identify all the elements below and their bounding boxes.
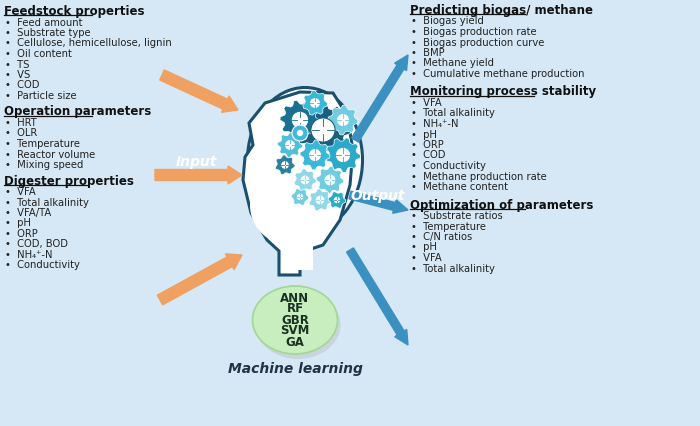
Circle shape bbox=[315, 195, 325, 205]
Circle shape bbox=[292, 125, 308, 141]
Text: •  Methane content: • Methane content bbox=[411, 182, 508, 192]
Text: •  VFA/TA: • VFA/TA bbox=[5, 208, 51, 218]
Text: •  Conductivity: • Conductivity bbox=[411, 161, 486, 171]
Polygon shape bbox=[291, 189, 309, 205]
Text: •  Particle size: • Particle size bbox=[5, 91, 76, 101]
Text: Input: Input bbox=[175, 155, 217, 169]
Ellipse shape bbox=[248, 87, 363, 233]
Text: •  Total alkalinity: • Total alkalinity bbox=[411, 264, 495, 273]
Bar bbox=[283, 235, 313, 270]
Circle shape bbox=[333, 196, 341, 204]
Text: •  NH₄⁺-N: • NH₄⁺-N bbox=[5, 250, 52, 260]
Circle shape bbox=[324, 174, 336, 186]
Text: •  VFA: • VFA bbox=[411, 98, 442, 108]
Text: Machine learning: Machine learning bbox=[228, 362, 363, 376]
FancyArrow shape bbox=[351, 55, 408, 142]
Text: •  VS: • VS bbox=[5, 70, 30, 80]
Text: •  Reactor volume: • Reactor volume bbox=[5, 150, 95, 159]
Text: Operation parameters: Operation parameters bbox=[4, 106, 151, 118]
Text: •  Feed amount: • Feed amount bbox=[5, 17, 83, 28]
Circle shape bbox=[309, 148, 321, 161]
Text: GBR: GBR bbox=[281, 314, 309, 326]
Text: •  Total alkalinity: • Total alkalinity bbox=[411, 109, 495, 118]
Text: •  Substrate ratios: • Substrate ratios bbox=[411, 211, 503, 221]
Text: •  Biogas yield: • Biogas yield bbox=[411, 17, 484, 26]
Text: •  Methane production rate: • Methane production rate bbox=[411, 172, 547, 181]
Text: GA: GA bbox=[286, 336, 304, 348]
Text: RF: RF bbox=[286, 302, 304, 316]
Text: •  pH: • pH bbox=[411, 130, 437, 139]
Text: •  Cellulose, hemicellulose, lignin: • Cellulose, hemicellulose, lignin bbox=[5, 38, 172, 49]
Polygon shape bbox=[277, 132, 302, 158]
Text: •  BMP: • BMP bbox=[411, 48, 444, 58]
Text: •  COD: • COD bbox=[5, 81, 39, 90]
Text: •  C/N ratios: • C/N ratios bbox=[411, 232, 472, 242]
Text: •  VFA: • VFA bbox=[411, 253, 442, 263]
Text: Feedstock properties: Feedstock properties bbox=[4, 5, 144, 18]
FancyArrow shape bbox=[349, 191, 408, 213]
FancyArrow shape bbox=[160, 70, 238, 112]
FancyArrow shape bbox=[155, 166, 242, 184]
Text: •  pH: • pH bbox=[411, 242, 437, 253]
Text: •  Substrate type: • Substrate type bbox=[5, 28, 90, 38]
Circle shape bbox=[291, 111, 309, 129]
Text: •  Mixing speed: • Mixing speed bbox=[5, 160, 83, 170]
Text: •  HRT: • HRT bbox=[5, 118, 36, 128]
Circle shape bbox=[309, 98, 321, 109]
Text: ANN: ANN bbox=[281, 291, 309, 305]
Polygon shape bbox=[294, 169, 316, 191]
Circle shape bbox=[284, 139, 295, 150]
Text: •  VFA: • VFA bbox=[5, 187, 36, 197]
Text: Optimization of parameters: Optimization of parameters bbox=[410, 199, 594, 211]
Circle shape bbox=[300, 175, 310, 185]
Circle shape bbox=[296, 193, 304, 201]
Ellipse shape bbox=[256, 291, 340, 359]
Polygon shape bbox=[328, 192, 346, 208]
Text: •  OLR: • OLR bbox=[5, 129, 37, 138]
Circle shape bbox=[281, 161, 289, 170]
FancyArrow shape bbox=[346, 248, 408, 345]
Text: •  Oil content: • Oil content bbox=[5, 49, 72, 59]
Circle shape bbox=[311, 118, 335, 142]
Text: •  NH₄⁺-N: • NH₄⁺-N bbox=[411, 119, 458, 129]
Text: •  Temperature: • Temperature bbox=[411, 222, 486, 231]
Text: •  COD: • COD bbox=[411, 150, 445, 161]
Text: •  Temperature: • Temperature bbox=[5, 139, 80, 149]
Text: •  Cumulative methane production: • Cumulative methane production bbox=[411, 69, 584, 79]
Text: •  Conductivity: • Conductivity bbox=[5, 261, 80, 271]
Polygon shape bbox=[309, 189, 331, 211]
Text: SVM: SVM bbox=[280, 325, 309, 337]
Ellipse shape bbox=[253, 286, 337, 354]
Text: •  pH: • pH bbox=[5, 219, 31, 228]
FancyArrow shape bbox=[158, 254, 242, 305]
Polygon shape bbox=[280, 100, 320, 140]
Text: Monitoring process stability: Monitoring process stability bbox=[410, 86, 596, 98]
Polygon shape bbox=[300, 140, 330, 170]
Polygon shape bbox=[326, 138, 360, 173]
Text: •  Total alkalinity: • Total alkalinity bbox=[5, 198, 89, 207]
Text: •  TS: • TS bbox=[5, 60, 29, 69]
Text: •  Methane yield: • Methane yield bbox=[411, 58, 494, 69]
Text: •  Biogas production rate: • Biogas production rate bbox=[411, 27, 537, 37]
Text: Digester properties: Digester properties bbox=[4, 175, 134, 187]
Text: •  ORP: • ORP bbox=[5, 229, 38, 239]
Polygon shape bbox=[328, 105, 358, 135]
Polygon shape bbox=[303, 90, 328, 115]
Text: Output: Output bbox=[351, 189, 405, 203]
Polygon shape bbox=[275, 155, 295, 175]
Circle shape bbox=[335, 147, 351, 163]
Text: Predicting biogas/ methane: Predicting biogas/ methane bbox=[410, 4, 593, 17]
Circle shape bbox=[337, 113, 349, 127]
Polygon shape bbox=[295, 103, 351, 158]
Ellipse shape bbox=[250, 165, 330, 245]
Polygon shape bbox=[243, 92, 353, 275]
Polygon shape bbox=[316, 166, 344, 194]
Circle shape bbox=[297, 130, 304, 136]
Text: •  COD, BOD: • COD, BOD bbox=[5, 239, 68, 250]
Text: •  Biogas production curve: • Biogas production curve bbox=[411, 37, 545, 48]
Text: •  ORP: • ORP bbox=[411, 140, 444, 150]
